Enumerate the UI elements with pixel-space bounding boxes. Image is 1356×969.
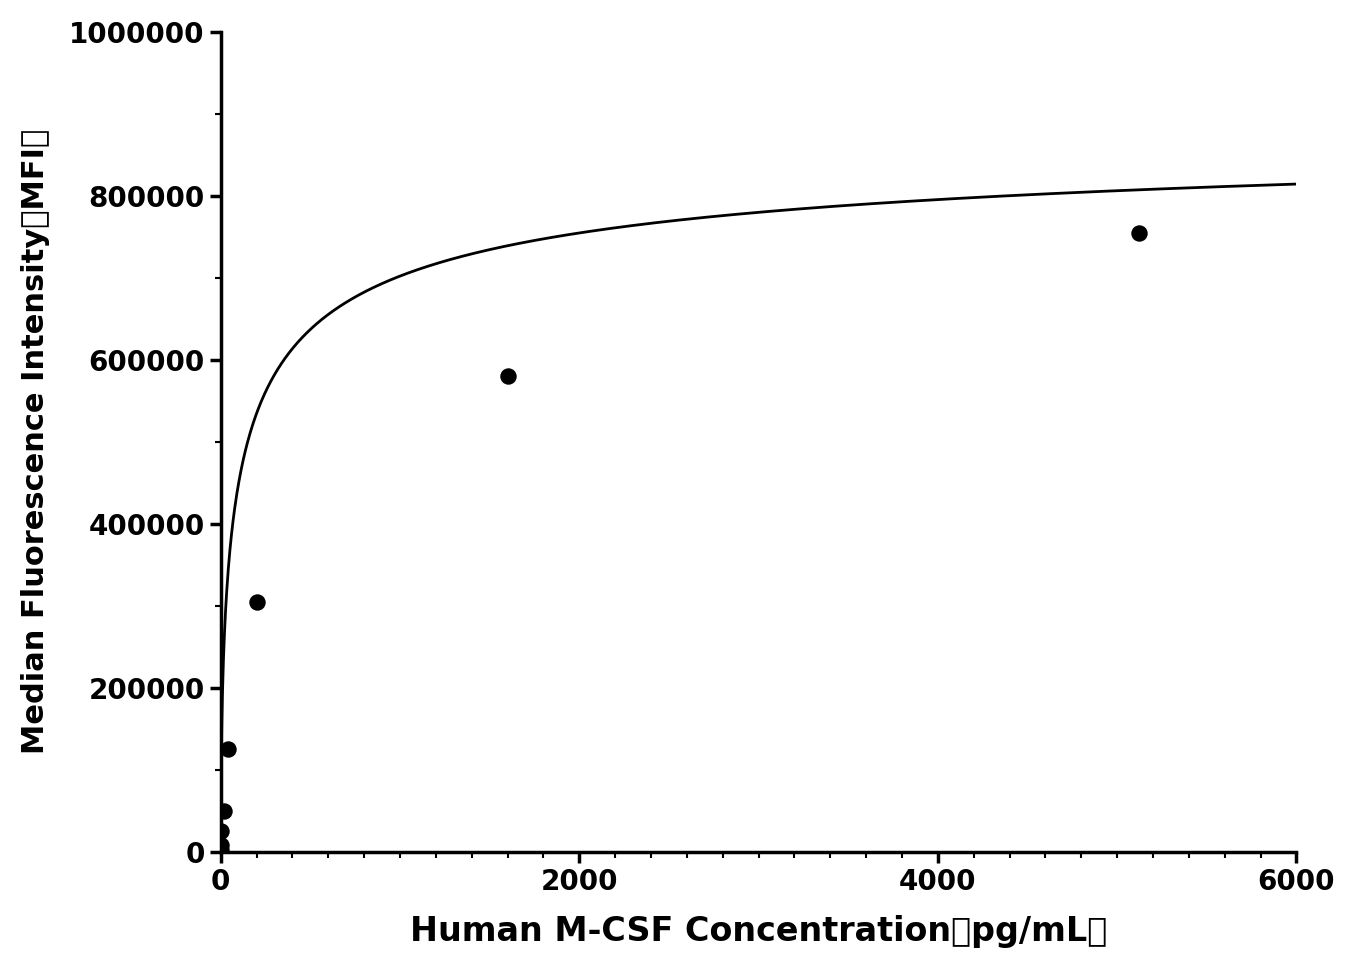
Point xyxy=(217,741,239,757)
Point xyxy=(245,594,267,610)
Point xyxy=(210,824,232,839)
Point xyxy=(213,803,235,819)
Point xyxy=(496,368,518,384)
Point xyxy=(210,842,232,858)
Y-axis label: Median Fluorescence Intensity（MFI）: Median Fluorescence Intensity（MFI） xyxy=(20,129,50,755)
Point xyxy=(210,837,232,853)
Point xyxy=(1128,225,1150,240)
X-axis label: Human M-CSF Concentration（pg/mL）: Human M-CSF Concentration（pg/mL） xyxy=(410,915,1108,949)
